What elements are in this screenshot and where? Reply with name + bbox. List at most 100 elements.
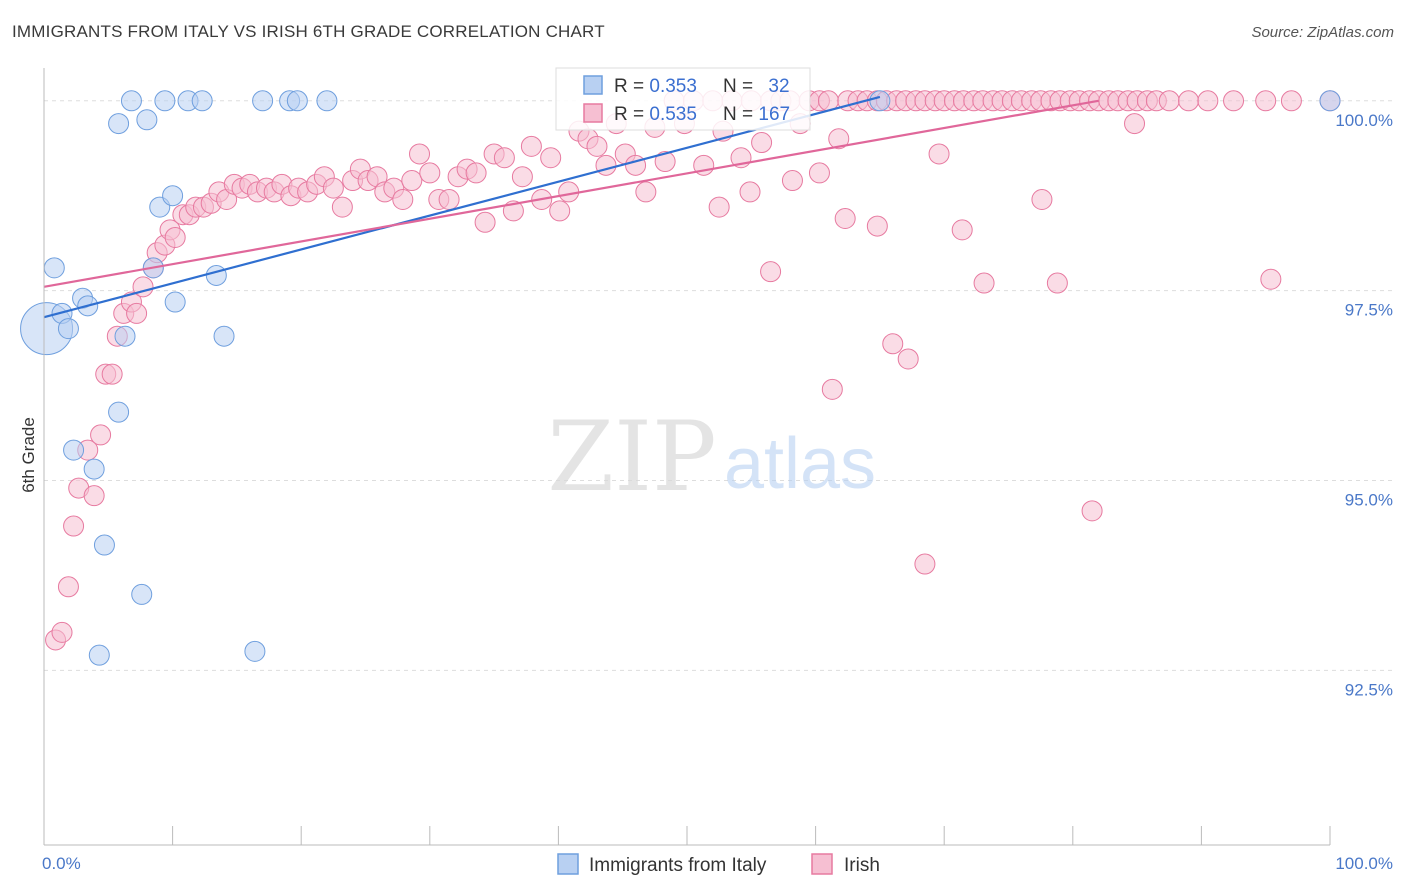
irish-point [331,196,353,218]
irish-point [493,147,515,169]
irish-point [595,154,617,176]
italy-point [131,583,153,605]
irish-point [409,143,431,165]
legend-n-label-irish: N = [723,104,758,125]
y-tick-label: 100.0% [1335,111,1393,130]
italy-point [57,318,79,340]
irish-point [401,170,423,192]
italy-point [114,325,136,347]
legend-n-value-italy: 32 [768,76,789,97]
italy-point [316,90,338,112]
irish-point [1260,268,1282,290]
italy-point [83,458,105,480]
y-tick-label: 95.0% [1345,490,1393,509]
irish-point [90,424,112,446]
legend-n-value-irish: 167 [758,104,790,125]
svg-text:R = 0.353: R = 0.353 [614,76,697,97]
irish-point [708,196,730,218]
irish-point [392,189,414,211]
irish-point [465,162,487,184]
italy-point [120,90,142,112]
legend-r-value-irish: 0.535 [649,104,697,125]
italy-point [191,90,213,112]
italy-point [286,90,308,112]
italy-point [252,90,274,112]
irish-point [1046,272,1068,294]
irish-point [1280,90,1302,112]
irish-point [474,211,496,233]
irish-point [57,576,79,598]
irish-point [322,177,344,199]
irish-point [419,162,441,184]
legend-r-label-irish: R = [614,104,649,125]
italy-point [93,534,115,556]
irish-point [882,333,904,355]
irish-point [834,207,856,229]
irish-point [828,128,850,150]
svg-text:N = 32: N = 32 [723,76,790,97]
irish-point [83,485,105,507]
irish-point [101,363,123,385]
irish-point [654,151,676,173]
irish-point [1158,90,1180,112]
italy-point [164,291,186,313]
watermark-zip: ZIP [547,401,716,513]
irish-point [760,261,782,283]
irish-point [781,170,803,192]
italy-point [108,401,130,423]
italy-point [43,257,65,279]
italy-point [136,109,158,131]
chart-title: IMMIGRANTS FROM ITALY VS IRISH 6TH GRADE… [12,22,605,41]
legend-swatch-italy [583,75,603,95]
irish-point [914,553,936,575]
irish-point [739,181,761,203]
irish-point [558,181,580,203]
irish-point [1081,500,1103,522]
italy-trend-line [43,95,881,319]
watermark-atlas: atlas [724,424,876,504]
irish-point [164,226,186,248]
irish-point [866,215,888,237]
irish-point [1124,113,1146,135]
irish-point [586,135,608,157]
y-tick-label: 97.5% [1345,301,1393,320]
legend-swatch-irish [583,103,603,123]
italy-point [88,644,110,666]
irish-point [751,132,773,154]
irish-point [520,135,542,157]
irish-trend-line [43,99,1099,288]
irish-point [126,302,148,324]
x-tick-label: 0.0% [42,854,81,873]
x-tick-label: 100.0% [1335,854,1393,873]
source-credit: Source: ZipAtlas.com [1251,24,1394,41]
irish-point [511,166,533,188]
legend-bottom: Immigrants from Italy Irish [557,853,880,876]
legend-n-label-italy: N = [723,76,758,97]
svg-text:R = 0.535: R = 0.535 [614,104,697,125]
irish-point [1223,90,1245,112]
irish-point [540,147,562,169]
italy-point [108,113,130,135]
italy-point [154,90,176,112]
italy-point [63,439,85,461]
legend-r-label-italy: R = [614,76,649,97]
irish-point [1031,189,1053,211]
legend-bottom-label-irish: Irish [844,855,880,876]
irish-point [625,154,647,176]
svg-text:N = 167: N = 167 [723,104,790,125]
italy-point [1319,90,1341,112]
y-tick-label: 92.5% [1345,680,1393,699]
irish-point [1255,90,1277,112]
italy-point [162,185,184,207]
italy-point [213,325,235,347]
italy-point [869,90,891,112]
y-axis-label: 6th Grade [19,417,38,493]
irish-point [635,181,657,203]
italy-point [205,264,227,286]
irish-point [51,621,73,643]
irish-point [973,272,995,294]
irish-point [808,162,830,184]
irish-point [1178,90,1200,112]
legend-bottom-swatch-irish [811,853,833,875]
